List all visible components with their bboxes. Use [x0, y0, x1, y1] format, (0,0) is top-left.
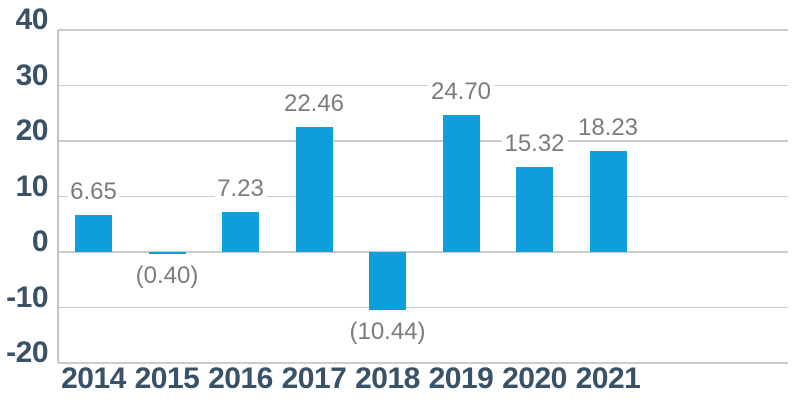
y-axis-tick-label: -20	[6, 336, 48, 369]
bar-value-label: 15.32	[501, 130, 568, 156]
bar-2021	[589, 150, 627, 252]
bar-value-label: 7.23	[214, 175, 267, 201]
x-axis-label: 2014	[61, 362, 126, 395]
bar-value-label: 18.23	[574, 114, 642, 140]
y-axis-tick-label: 10	[15, 169, 49, 203]
bar-value-label: (10.44)	[346, 318, 429, 344]
bar-2014	[75, 215, 112, 252]
y-axis-tick-label: 30	[15, 58, 49, 92]
gridline	[58, 195, 788, 198]
y-axis-tick-label: -10	[6, 280, 48, 314]
gridline	[58, 140, 788, 142]
y-axis-tick-label: 0	[31, 225, 49, 258]
x-axis-label: 2015	[134, 362, 200, 395]
bar-value-label: 6.65	[67, 179, 120, 205]
bar-2020	[516, 166, 553, 252]
bar-2016	[222, 211, 259, 252]
bar-2017	[295, 127, 333, 252]
gridline	[58, 29, 788, 31]
gridline	[58, 84, 788, 87]
x-axis-label: 2021	[575, 362, 641, 395]
x-axis-label: 2019	[428, 362, 494, 395]
bar-value-label: (0.40)	[132, 263, 202, 289]
y-axis-tick-label: 20	[15, 114, 49, 147]
bar-value-label: 22.46	[280, 91, 348, 117]
bar-2018	[369, 252, 406, 310]
x-axis-label: 2017	[281, 362, 347, 395]
x-axis-label: 2018	[355, 362, 420, 395]
bar-2015	[148, 252, 186, 255]
bar-2019	[442, 114, 480, 252]
x-axis-label: 2016	[208, 362, 273, 395]
y-axis-tick-label: 40	[15, 3, 49, 36]
x-axis-label: 2020	[502, 362, 567, 395]
gridline	[58, 251, 788, 253]
bar-value-label: 24.70	[427, 78, 495, 104]
y-axis-line	[57, 30, 59, 363]
gridline	[58, 362, 788, 364]
gridline	[58, 306, 788, 309]
